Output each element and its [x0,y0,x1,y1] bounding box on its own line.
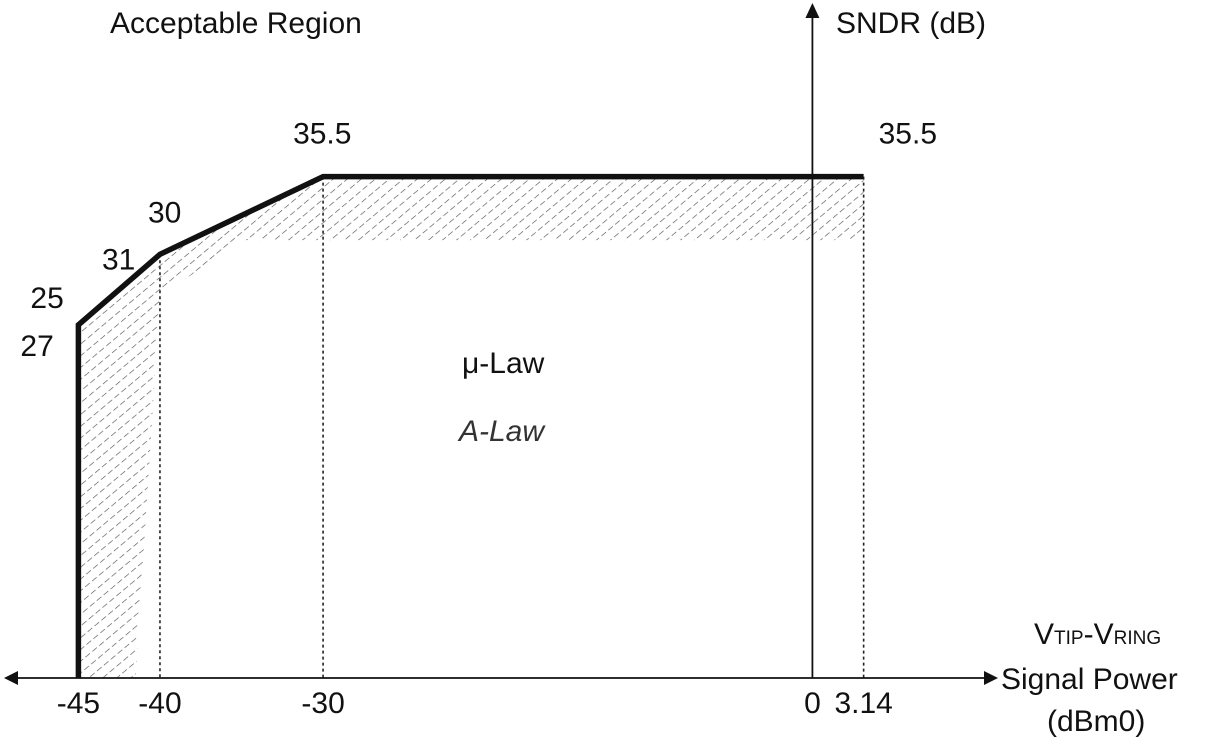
y-axis-label: SNDR (dB) [836,7,986,40]
point-label-5: 35.5 [879,118,937,151]
x-axis-label-line2: Signal Power [1001,663,1178,696]
x-tick-label-4: 3.14 [834,687,892,720]
x-tick-labels: -45 -40 -30 0 3.14 [57,687,893,720]
hatch-region [78,176,864,678]
x-tick-label-1: -40 [138,687,181,720]
series-name-a-law: A-Law [457,415,546,448]
series-name-mu-law: μ-Law [462,347,545,380]
axes [4,3,998,685]
point-label-3: 31 [102,243,135,276]
x-axis-label-line3: (dBm0) [1047,705,1145,738]
guide-lines [159,176,865,678]
chart-title: Acceptable Region [110,7,362,40]
x-axis-label-line1: VTIP-VRING [1034,618,1161,651]
point-label-0: 25 [30,282,63,315]
series-lines [75,173,864,678]
acceptable-region-hatch [78,176,864,678]
x-tick-label-2: -30 [301,687,344,720]
x-tick-label-0: -45 [57,687,100,720]
x-axis-arrow-right [984,671,998,685]
point-label-2: 30 [148,196,181,229]
point-label-4: 35.5 [293,118,351,151]
x-tick-label-3: 0 [804,687,821,720]
series-line-mu-law [75,173,864,678]
y-axis-arrow [805,3,820,18]
x-axis-arrow-left [4,671,18,685]
point-label-1: 27 [20,330,53,363]
point-labels: 25 27 30 31 35.5 35.5 [20,118,937,363]
